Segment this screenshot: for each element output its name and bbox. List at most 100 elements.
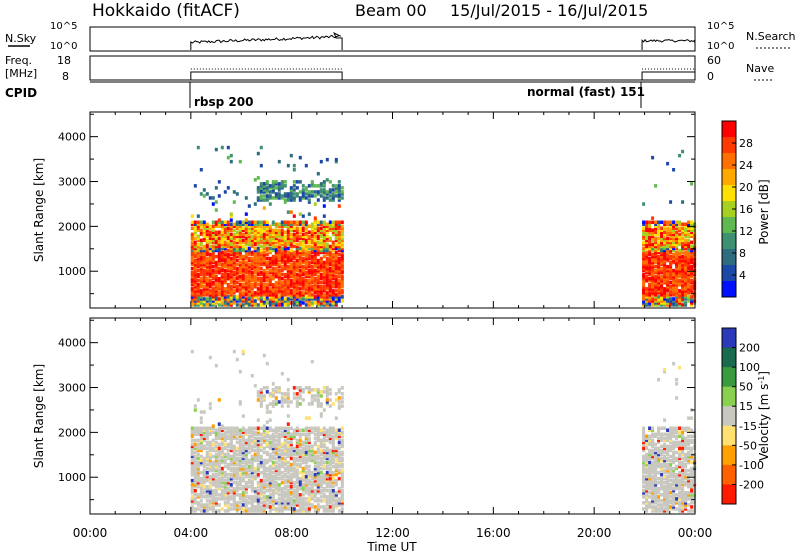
range-cell — [322, 250, 326, 255]
range-cell — [265, 483, 269, 487]
range-cell — [283, 460, 287, 465]
range-cell — [310, 430, 314, 434]
range-cell — [199, 410, 203, 414]
range-cell — [645, 291, 649, 295]
range-cell — [277, 285, 281, 289]
range-cell — [310, 505, 314, 509]
range-cell — [277, 262, 281, 267]
range-cell — [316, 392, 320, 396]
range-cell — [241, 456, 245, 461]
range-cell — [202, 503, 206, 507]
range-cell — [226, 456, 230, 461]
range-cell — [675, 493, 679, 497]
range-cell — [229, 244, 233, 249]
range-cell — [672, 260, 676, 265]
range-cell — [190, 220, 194, 224]
range-cell — [654, 274, 658, 279]
range-cell — [211, 281, 215, 285]
range-cell — [316, 293, 320, 297]
range-cell — [645, 226, 649, 230]
range-cell — [307, 483, 311, 487]
range-cell — [651, 456, 655, 461]
range-cell — [214, 432, 218, 436]
range-cell — [292, 168, 296, 172]
range-cell — [271, 456, 275, 461]
range-cell — [340, 246, 344, 251]
range-cell — [229, 262, 233, 267]
range-cell — [651, 234, 655, 239]
range-cell — [666, 281, 670, 285]
range-cell — [325, 190, 329, 194]
range-cell — [223, 236, 227, 241]
range-cell — [199, 262, 203, 267]
range-cell — [316, 460, 320, 465]
range-cell — [313, 262, 317, 267]
range-cell — [337, 279, 341, 283]
range-cell — [292, 396, 296, 400]
range-cell — [325, 281, 329, 285]
range-cell — [226, 436, 230, 440]
range-cell — [205, 507, 209, 511]
range-cell — [265, 291, 269, 295]
range-cell — [274, 240, 278, 245]
range-cell — [319, 293, 323, 297]
range-cell — [678, 260, 682, 265]
range-cell — [280, 499, 284, 503]
range-cell — [259, 487, 263, 491]
range-cell — [657, 264, 661, 269]
nsky-label: N.Sky — [5, 32, 37, 45]
range-cell — [292, 485, 296, 489]
range-cell — [283, 234, 287, 239]
range-cell — [220, 222, 224, 226]
range-cell — [307, 491, 311, 495]
range-cell — [651, 256, 655, 261]
range-cell — [319, 258, 323, 263]
range-cell — [645, 252, 649, 257]
range-cell — [316, 184, 320, 188]
range-cell — [337, 430, 341, 434]
range-cell — [202, 438, 206, 443]
range-cell — [319, 478, 323, 483]
range-cell — [202, 252, 206, 257]
range-cell — [244, 454, 248, 459]
range-cell — [250, 220, 254, 224]
range-cell — [313, 218, 317, 222]
range-cell — [229, 289, 233, 293]
range-cell — [337, 283, 341, 287]
range-cell — [229, 153, 233, 158]
range-cell — [654, 499, 658, 503]
range-cell — [214, 458, 218, 463]
range-cell — [331, 242, 335, 247]
range-cell — [271, 184, 275, 188]
range-cell — [307, 190, 311, 194]
range-cell — [648, 491, 652, 495]
range-cell — [262, 258, 266, 263]
range-cell — [334, 242, 338, 247]
range-cell — [211, 430, 215, 434]
range-cell — [313, 428, 317, 432]
range-cell — [196, 254, 200, 259]
range-cell — [259, 262, 263, 267]
range-cell — [271, 493, 275, 497]
range-cell — [220, 236, 224, 241]
range-cell — [256, 232, 260, 237]
range-cell — [340, 509, 344, 513]
range-cell — [262, 277, 266, 281]
range-cell — [301, 192, 305, 196]
range-cell — [313, 289, 317, 293]
range-cell — [672, 285, 676, 289]
range-cell — [298, 497, 302, 501]
range-cell — [669, 222, 673, 226]
range-cell — [259, 277, 263, 281]
range-cell — [663, 254, 667, 259]
range-cell — [223, 279, 227, 283]
range-cell — [307, 430, 311, 434]
range-cell — [316, 244, 320, 249]
range-cell — [244, 212, 248, 216]
range-cell — [678, 503, 682, 507]
range-cell — [229, 301, 233, 305]
range-cell — [217, 266, 221, 271]
range-cell — [262, 206, 266, 210]
range-cell — [642, 246, 646, 251]
range-cell — [675, 450, 679, 455]
